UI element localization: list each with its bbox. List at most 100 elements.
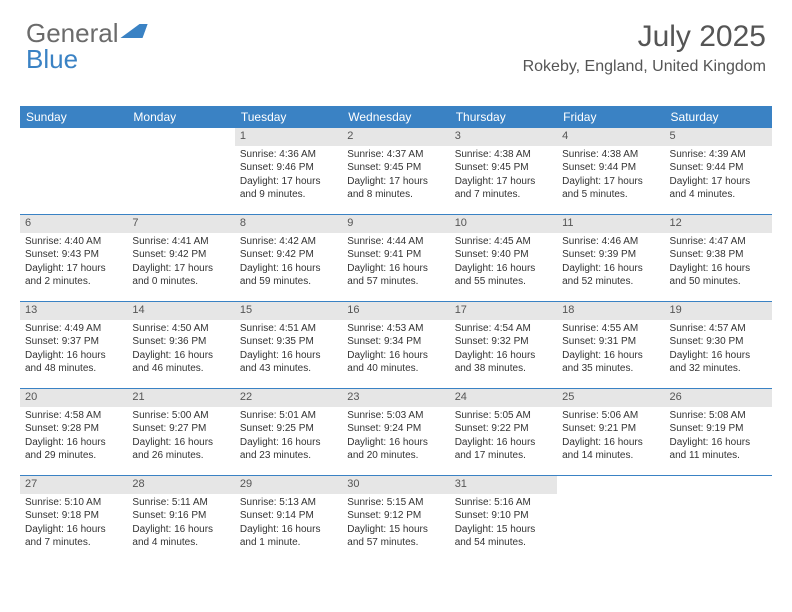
day-day1: Daylight: 16 hours [455, 437, 552, 450]
day-sunset: Sunset: 9:27 PM [132, 423, 229, 436]
day-sunrise: Sunrise: 5:16 AM [455, 497, 552, 510]
day-day1: Daylight: 17 hours [240, 176, 337, 189]
day-sunrise: Sunrise: 4:45 AM [455, 236, 552, 249]
calendar-cell: 13Sunrise: 4:49 AMSunset: 9:37 PMDayligh… [20, 302, 127, 388]
dow-label: Saturday [665, 106, 772, 128]
day-day2: and 52 minutes. [562, 276, 659, 289]
day-sunset: Sunset: 9:42 PM [240, 249, 337, 262]
day-number: 4 [557, 128, 664, 146]
day-number: 12 [665, 215, 772, 233]
day-body: Sunrise: 4:44 AMSunset: 9:41 PMDaylight:… [342, 233, 449, 295]
day-sunrise: Sunrise: 5:10 AM [25, 497, 122, 510]
day-sunrise: Sunrise: 4:57 AM [670, 323, 767, 336]
day-sunset: Sunset: 9:39 PM [562, 249, 659, 262]
calendar-cell: 26Sunrise: 5:08 AMSunset: 9:19 PMDayligh… [665, 389, 772, 475]
day-day1: Daylight: 17 hours [25, 263, 122, 276]
day-body: Sunrise: 5:06 AMSunset: 9:21 PMDaylight:… [557, 407, 664, 469]
day-number: 5 [665, 128, 772, 146]
day-sunrise: Sunrise: 5:11 AM [132, 497, 229, 510]
day-day1: Daylight: 16 hours [670, 263, 767, 276]
day-number: 8 [235, 215, 342, 233]
day-number: 17 [450, 302, 557, 320]
day-day2: and 7 minutes. [25, 537, 122, 550]
day-sunset: Sunset: 9:19 PM [670, 423, 767, 436]
day-body: Sunrise: 5:03 AMSunset: 9:24 PMDaylight:… [342, 407, 449, 469]
day-number: 10 [450, 215, 557, 233]
day-body: Sunrise: 5:15 AMSunset: 9:12 PMDaylight:… [342, 494, 449, 556]
day-sunrise: Sunrise: 4:58 AM [25, 410, 122, 423]
day-day1: Daylight: 16 hours [670, 437, 767, 450]
day-day2: and 4 minutes. [670, 189, 767, 202]
day-day1: Daylight: 16 hours [562, 437, 659, 450]
day-of-week-header: SundayMondayTuesdayWednesdayThursdayFrid… [20, 106, 772, 128]
day-body: Sunrise: 4:41 AMSunset: 9:42 PMDaylight:… [127, 233, 234, 295]
calendar-cell: 6Sunrise: 4:40 AMSunset: 9:43 PMDaylight… [20, 215, 127, 301]
day-day1: Daylight: 17 hours [562, 176, 659, 189]
day-body: Sunrise: 4:38 AMSunset: 9:45 PMDaylight:… [450, 146, 557, 208]
day-day2: and 35 minutes. [562, 363, 659, 376]
day-sunset: Sunset: 9:14 PM [240, 510, 337, 523]
calendar-cell: 30Sunrise: 5:15 AMSunset: 9:12 PMDayligh… [342, 476, 449, 562]
day-day1: Daylight: 16 hours [347, 263, 444, 276]
day-sunrise: Sunrise: 5:05 AM [455, 410, 552, 423]
day-day1: Daylight: 17 hours [347, 176, 444, 189]
day-sunset: Sunset: 9:32 PM [455, 336, 552, 349]
day-day1: Daylight: 17 hours [455, 176, 552, 189]
day-day1: Daylight: 16 hours [132, 437, 229, 450]
calendar-cell: 17Sunrise: 4:54 AMSunset: 9:32 PMDayligh… [450, 302, 557, 388]
day-day2: and 23 minutes. [240, 450, 337, 463]
day-day2: and 2 minutes. [25, 276, 122, 289]
day-sunrise: Sunrise: 4:38 AM [455, 149, 552, 162]
calendar-cell: 19Sunrise: 4:57 AMSunset: 9:30 PMDayligh… [665, 302, 772, 388]
day-day2: and 8 minutes. [347, 189, 444, 202]
day-day1: Daylight: 16 hours [240, 350, 337, 363]
day-day2: and 26 minutes. [132, 450, 229, 463]
day-sunset: Sunset: 9:21 PM [562, 423, 659, 436]
day-body: Sunrise: 4:42 AMSunset: 9:42 PMDaylight:… [235, 233, 342, 295]
day-day2: and 38 minutes. [455, 363, 552, 376]
day-body: Sunrise: 4:45 AMSunset: 9:40 PMDaylight:… [450, 233, 557, 295]
day-sunset: Sunset: 9:46 PM [240, 162, 337, 175]
day-sunrise: Sunrise: 4:41 AM [132, 236, 229, 249]
day-day2: and 43 minutes. [240, 363, 337, 376]
calendar-week: 13Sunrise: 4:49 AMSunset: 9:37 PMDayligh… [20, 301, 772, 388]
day-number: 25 [557, 389, 664, 407]
day-day2: and 5 minutes. [562, 189, 659, 202]
calendar-cell: 29Sunrise: 5:13 AMSunset: 9:14 PMDayligh… [235, 476, 342, 562]
day-sunrise: Sunrise: 4:46 AM [562, 236, 659, 249]
day-number: 24 [450, 389, 557, 407]
day-sunrise: Sunrise: 5:15 AM [347, 497, 444, 510]
day-body: Sunrise: 4:46 AMSunset: 9:39 PMDaylight:… [557, 233, 664, 295]
day-sunrise: Sunrise: 4:50 AM [132, 323, 229, 336]
day-sunset: Sunset: 9:44 PM [562, 162, 659, 175]
day-sunrise: Sunrise: 4:38 AM [562, 149, 659, 162]
day-day2: and 59 minutes. [240, 276, 337, 289]
day-sunset: Sunset: 9:16 PM [132, 510, 229, 523]
day-body: Sunrise: 5:10 AMSunset: 9:18 PMDaylight:… [20, 494, 127, 556]
day-body: Sunrise: 4:54 AMSunset: 9:32 PMDaylight:… [450, 320, 557, 382]
day-body: Sunrise: 4:53 AMSunset: 9:34 PMDaylight:… [342, 320, 449, 382]
day-sunset: Sunset: 9:37 PM [25, 336, 122, 349]
calendar-cell: 10Sunrise: 4:45 AMSunset: 9:40 PMDayligh… [450, 215, 557, 301]
calendar-cell: 14Sunrise: 4:50 AMSunset: 9:36 PMDayligh… [127, 302, 234, 388]
day-sunset: Sunset: 9:28 PM [25, 423, 122, 436]
calendar-cell: 21Sunrise: 5:00 AMSunset: 9:27 PMDayligh… [127, 389, 234, 475]
day-sunset: Sunset: 9:18 PM [25, 510, 122, 523]
month-title: July 2025 [523, 20, 766, 54]
day-sunrise: Sunrise: 5:13 AM [240, 497, 337, 510]
calendar-cell: 22Sunrise: 5:01 AMSunset: 9:25 PMDayligh… [235, 389, 342, 475]
day-body: Sunrise: 4:55 AMSunset: 9:31 PMDaylight:… [557, 320, 664, 382]
day-day1: Daylight: 16 hours [132, 350, 229, 363]
day-day2: and 54 minutes. [455, 537, 552, 550]
calendar-cell: 3Sunrise: 4:38 AMSunset: 9:45 PMDaylight… [450, 128, 557, 214]
day-sunset: Sunset: 9:25 PM [240, 423, 337, 436]
calendar-cell: 9Sunrise: 4:44 AMSunset: 9:41 PMDaylight… [342, 215, 449, 301]
day-sunset: Sunset: 9:34 PM [347, 336, 444, 349]
day-body: Sunrise: 5:05 AMSunset: 9:22 PMDaylight:… [450, 407, 557, 469]
day-day2: and 32 minutes. [670, 363, 767, 376]
day-day2: and 57 minutes. [347, 276, 444, 289]
day-sunset: Sunset: 9:41 PM [347, 249, 444, 262]
day-body: Sunrise: 5:08 AMSunset: 9:19 PMDaylight:… [665, 407, 772, 469]
day-body: Sunrise: 4:49 AMSunset: 9:37 PMDaylight:… [20, 320, 127, 382]
day-day1: Daylight: 16 hours [455, 350, 552, 363]
